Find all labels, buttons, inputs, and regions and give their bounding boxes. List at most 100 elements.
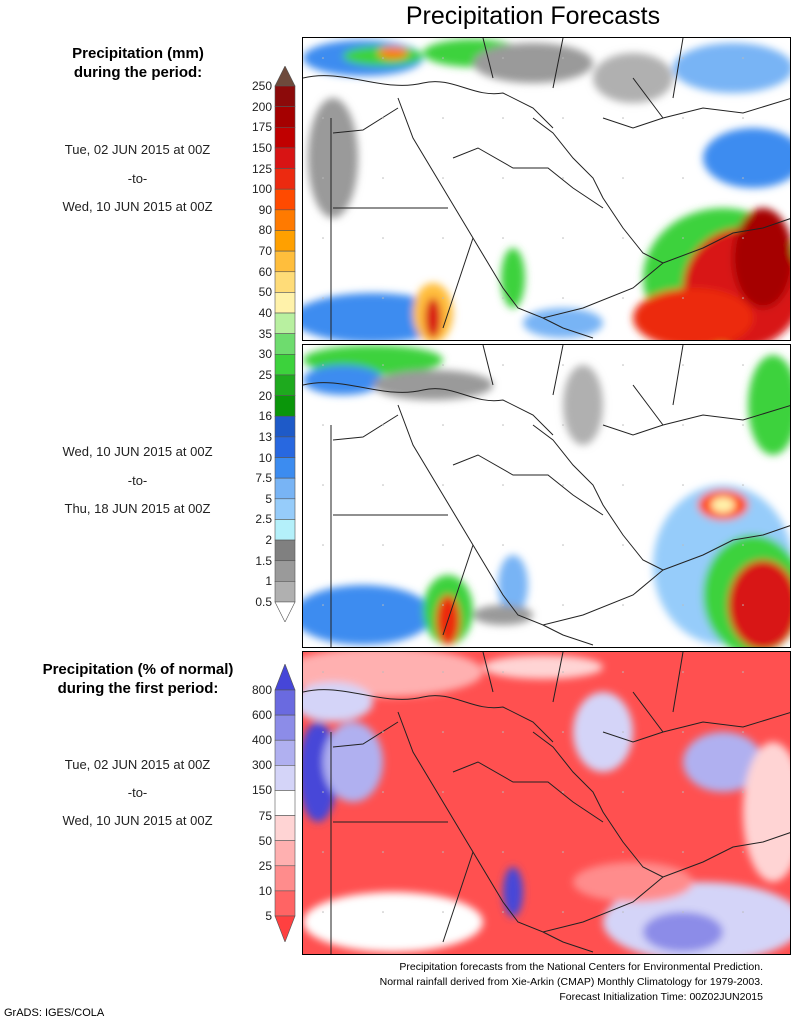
footer-notes: Precipitation forecasts from the Nationa… [380, 960, 763, 1005]
colorbar-tick-label: 1 [265, 574, 272, 589]
colorbar-tick-label: 75 [258, 808, 272, 823]
period-end: Wed, 10 JUN 2015 at 00Z [62, 813, 213, 828]
colorbar-bin [274, 168, 296, 190]
legend2-heading: Precipitation (% of normal) during the f… [8, 660, 268, 698]
figure-title: Precipitation Forecasts [405, 2, 661, 30]
map-panel-week2-precip [302, 344, 791, 648]
period-end: Wed, 10 JUN 2015 at 00Z [62, 199, 213, 214]
colorbar-tick-label: 50 [258, 285, 272, 300]
colorbar-bin [274, 765, 296, 791]
period-separator: -to- [127, 785, 148, 800]
colorbar-tick-label: 125 [251, 161, 272, 176]
colorbar-tick-label: 150 [251, 140, 272, 155]
colorbar-tick-label: 800 [251, 683, 272, 697]
colorbar-bin [274, 739, 296, 766]
colorbar-tick-label: 100 [251, 182, 272, 197]
legend2-heading-line2: during the first period: [57, 680, 219, 697]
precip-colorbar: 250 200 175 150 125 100 90 80 70 60 50 40 35 30 25 20 16… [230, 66, 296, 622]
colorbar-bin [274, 85, 296, 107]
period-start: Wed, 10 JUN 2015 at 00Z [62, 444, 213, 459]
footer-line: Forecast Initialization Time: 00Z02JUN20… [559, 991, 763, 1003]
grid-dots [322, 671, 744, 913]
footer-line: Normal rainfall derived from Xie-Arkin (… [379, 976, 763, 988]
colorbar-tick-label: 1.5 [255, 553, 272, 568]
colorbar-bin [274, 436, 296, 458]
colorbar-bin [274, 312, 296, 334]
coastlines-borders [303, 345, 790, 647]
footer-line: Precipitation forecasts from the Nationa… [399, 961, 763, 973]
colorbar-top-arrow [274, 66, 296, 87]
percent-normal-colorbar: 800 600 400 300 150 75 50 25 10 5 [230, 664, 296, 942]
colorbar-tick-label: 30 [258, 347, 272, 362]
grid-dots [322, 364, 744, 606]
colorbar-bin [274, 374, 296, 396]
colorbar-bin [274, 815, 296, 841]
colorbar-tick-label: 7.5 [255, 471, 272, 486]
colorbar-tick-label: 20 [258, 388, 272, 403]
period-separator: -to- [127, 171, 148, 186]
colorbar-bottom-arrow [274, 915, 296, 942]
colorbar-bin [274, 581, 296, 603]
colorbar-bin [274, 477, 296, 500]
legend1-heading: Precipitation (mm) during the period: [8, 44, 268, 82]
colorbar-bin [274, 354, 296, 376]
colorbar-tick-label: 0.5 [255, 595, 272, 609]
colorbar-tick-label: 5 [265, 909, 272, 923]
period-end: Thu, 18 JUN 2015 at 00Z [64, 501, 211, 516]
colorbar-tick-label: 25 [258, 858, 272, 873]
colorbar-tick-label: 50 [258, 833, 272, 848]
colorbar-bin [274, 271, 296, 293]
colorbar-tick-label: 10 [258, 450, 272, 465]
colorbar-bin [274, 106, 296, 128]
colorbar-tick-label: 80 [258, 223, 272, 238]
map-panel-percent-normal [302, 651, 791, 955]
period-start: Tue, 02 JUN 2015 at 00Z [64, 757, 211, 772]
colorbar-bin [274, 250, 296, 273]
colorbar-bin [274, 560, 296, 582]
colorbar-bin [274, 292, 296, 314]
colorbar-bottom-arrow [274, 601, 296, 622]
colorbar-bin [274, 333, 296, 355]
colorbar-tick-label: 16 [258, 409, 272, 424]
precip-field [303, 39, 790, 340]
colorbar-bin [274, 188, 296, 211]
colorbar-bin [274, 840, 296, 867]
colorbar-tick-label: 400 [251, 733, 272, 748]
colorbar-tick-label: 200 [251, 99, 272, 114]
colorbar-bin [274, 890, 296, 917]
colorbar-bin [274, 539, 296, 562]
colorbar-bin [274, 230, 296, 252]
map-panel-week1-precip [302, 37, 791, 341]
colorbar-bin [274, 498, 296, 520]
coastlines-borders [303, 652, 790, 954]
credit: GrADS: IGES/COLA [4, 1007, 105, 1019]
colorbar-bin [274, 689, 296, 716]
colorbar-bin [274, 147, 296, 169]
colorbar-tick-label: 10 [258, 883, 272, 898]
colorbar-tick-label: 60 [258, 264, 272, 279]
colorbar-bin [274, 209, 296, 231]
legend2-heading-line1: Precipitation (% of normal) [42, 661, 234, 678]
legend1-heading-line1: Precipitation (mm) [72, 45, 204, 62]
colorbar-tick-label: 600 [251, 708, 272, 723]
colorbar-tick-label: 150 [251, 783, 272, 798]
period-separator: -to- [127, 473, 148, 488]
precip-field [303, 345, 790, 647]
colorbar-tick-label: 13 [258, 429, 272, 444]
colorbar-tick-label: 35 [258, 326, 272, 341]
precip-field [303, 652, 790, 954]
colorbar-tick-label: 300 [251, 758, 272, 773]
colorbar-top-arrow [274, 664, 296, 691]
colorbar-bin [274, 126, 296, 149]
coastlines-borders [303, 38, 790, 340]
colorbar-bin [274, 865, 296, 892]
period-start: Tue, 02 JUN 2015 at 00Z [64, 142, 211, 157]
colorbar-tick-label: 25 [258, 367, 272, 382]
colorbar-tick-label: 40 [258, 306, 272, 321]
colorbar-bin [274, 457, 296, 479]
legend1-heading-line2: during the period: [73, 64, 203, 81]
colorbar-tick-label: 90 [258, 202, 272, 217]
colorbar-tick-label: 175 [251, 120, 272, 135]
colorbar-bin [274, 415, 296, 438]
